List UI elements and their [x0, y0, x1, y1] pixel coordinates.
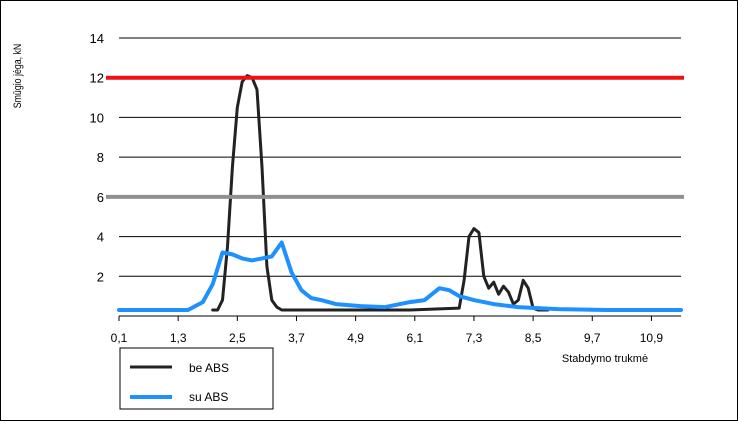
y-tick-label-2: 2 — [97, 269, 104, 284]
legend-label-su-abs: su ABS — [189, 390, 228, 404]
x-tick-label-2: 2,5 — [229, 331, 246, 345]
x-tick-label-5: 6,1 — [406, 331, 423, 345]
x-tick-label-4: 4,9 — [347, 331, 364, 345]
x-tick-label-6: 7,3 — [466, 331, 483, 345]
x-tick-label-8: 9,7 — [584, 331, 601, 345]
x-axis-title: Stabdymo trukmė — [562, 353, 648, 365]
y-tick-label-8: 8 — [97, 150, 104, 165]
x-tick-label-7: 8,5 — [525, 331, 542, 345]
series-line-su-abs — [117, 240, 683, 312]
reference-lines — [106, 75, 684, 199]
y-tick-label-4: 4 — [97, 230, 104, 245]
x-tick-labels: 0,1 1,3 2,5 3,7 4,9 6,1 7,3 8,5 9,7 10,9 — [111, 316, 664, 345]
y-tick-labels: 2 4 6 8 10 12 14 — [90, 31, 104, 284]
legend-label-be-abs: be ABS — [189, 361, 229, 375]
x-tick-label-1: 1,3 — [170, 331, 187, 345]
series-lines — [117, 74, 683, 312]
x-tick-label-3: 3,7 — [288, 331, 305, 345]
y-tick-label-12: 12 — [90, 71, 104, 86]
y-tick-label-14: 14 — [90, 31, 104, 46]
x-tick-label-9: 10,9 — [640, 331, 664, 345]
y-tick-label-10: 10 — [90, 110, 104, 125]
series-line-be-abs — [211, 74, 550, 312]
y-axis-title: Smūgio jėga, kN — [12, 44, 24, 109]
y-tick-label-6: 6 — [97, 190, 104, 205]
x-tick-label-0: 0,1 — [111, 331, 128, 345]
